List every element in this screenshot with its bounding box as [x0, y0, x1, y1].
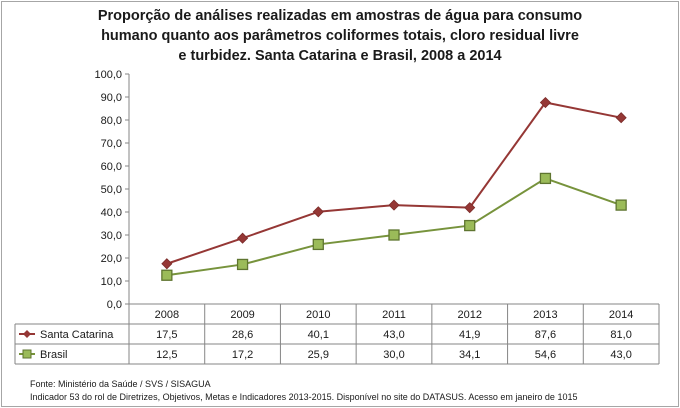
- table-cell-santa-catarina-2012: 41,9: [459, 329, 480, 341]
- table-cell-santa-catarina-2009: 28,6: [232, 329, 253, 341]
- series-layer: [161, 96, 627, 281]
- table-cell-santa-catarina-2013: 87,6: [535, 329, 556, 341]
- y-tick-label: 70,0: [101, 138, 122, 150]
- source-line-2: Indicador 53 do rol de Diretrizes, Objet…: [30, 392, 578, 402]
- table-cell-brasil-2009: 17,2: [232, 349, 253, 361]
- y-tick-label: 60,0: [101, 161, 122, 173]
- table-cell-santa-catarina-2008: 17,5: [156, 329, 177, 341]
- data-point-santa-catarina-2009: [237, 232, 249, 244]
- table-cell-brasil-2014: 43,0: [610, 349, 631, 361]
- y-tick-label: 20,0: [101, 253, 122, 265]
- legend-key-marker-brasil: [22, 349, 32, 359]
- source-line-1: Fonte: Ministério da Saúde / SVS / SISAG…: [30, 379, 211, 389]
- legend-label-santa-catarina: Santa Catarina: [40, 329, 114, 341]
- table-cell-brasil-2012: 34,1: [459, 349, 480, 361]
- data-point-brasil-2012: [464, 219, 476, 232]
- data-point-brasil-2009: [236, 258, 249, 271]
- chart-title-line-2: humano quanto aos parâmetros coliformes …: [101, 28, 579, 44]
- chart-title: Proporção de análises realizadas em amos…: [40, 6, 640, 66]
- data-point-santa-catarina-2010: [312, 206, 324, 218]
- legend-key-marker-santa-catarina: [23, 330, 31, 338]
- x-tick-label: 2009: [230, 309, 254, 321]
- source-note: Fonte: Ministério da Saúde / SVS / SISAG…: [30, 378, 577, 404]
- data-point-brasil-2014: [615, 199, 627, 211]
- chart-title-line-1: Proporção de análises realizadas em amos…: [97, 8, 583, 24]
- data-point-brasil-2013: [539, 172, 552, 185]
- table-cell-brasil-2011: 30,0: [383, 349, 404, 361]
- data-point-brasil-2008: [161, 269, 173, 281]
- x-tick-label: 2008: [155, 309, 179, 321]
- data-point-santa-catarina-2012: [464, 202, 476, 214]
- data-point-brasil-2010: [312, 238, 324, 251]
- x-tick-label: 2010: [306, 309, 330, 321]
- table-cell-brasil-2013: 54,6: [535, 349, 556, 361]
- y-tick-label: 40,0: [101, 207, 122, 219]
- chart-title-line-3: e turbidez. Santa Catarina e Brasil, 200…: [178, 48, 502, 64]
- x-tick-label: 2013: [533, 309, 557, 321]
- x-tick-label: 2012: [457, 309, 481, 321]
- table-cell-brasil-2010: 25,9: [308, 349, 329, 361]
- data-point-santa-catarina-2014: [615, 112, 627, 124]
- axes: 0,0 10,0 20,0 30,0 40,0 50,0 60,0 70,0 80,0 90,0 1…: [94, 69, 130, 311]
- y-tick-label: 80,0: [101, 115, 122, 127]
- data-point-brasil-2011: [388, 229, 400, 241]
- table-cell-santa-catarina-2014: 81,0: [610, 329, 631, 341]
- data-point-santa-catarina-2008: [161, 258, 173, 270]
- y-tick-label: 50,0: [101, 184, 122, 196]
- data-table: 2008 2009 2010 2011 2012 2013 2014 Santa Catari…: [14, 303, 660, 365]
- data-point-santa-catarina-2013: [539, 96, 551, 109]
- x-tick-label: 2014: [609, 309, 633, 321]
- y-tick-label: 90,0: [101, 92, 122, 104]
- table-cell-brasil-2008: 12,5: [156, 349, 177, 361]
- table-cell-santa-catarina-2010: 40,1: [308, 329, 329, 341]
- y-tick-label: 30,0: [101, 230, 122, 242]
- x-tick-label: 2011: [382, 309, 406, 321]
- table-cell-santa-catarina-2011: 43,0: [383, 329, 404, 341]
- legend-label-brasil: Brasil: [40, 349, 68, 361]
- series-line-brasil: [166, 177, 622, 277]
- data-point-santa-catarina-2011: [388, 199, 400, 211]
- y-tick-label: 0,0: [107, 299, 122, 311]
- y-tick-label: 10,0: [101, 276, 122, 288]
- y-tick-label: 100,0: [94, 69, 122, 81]
